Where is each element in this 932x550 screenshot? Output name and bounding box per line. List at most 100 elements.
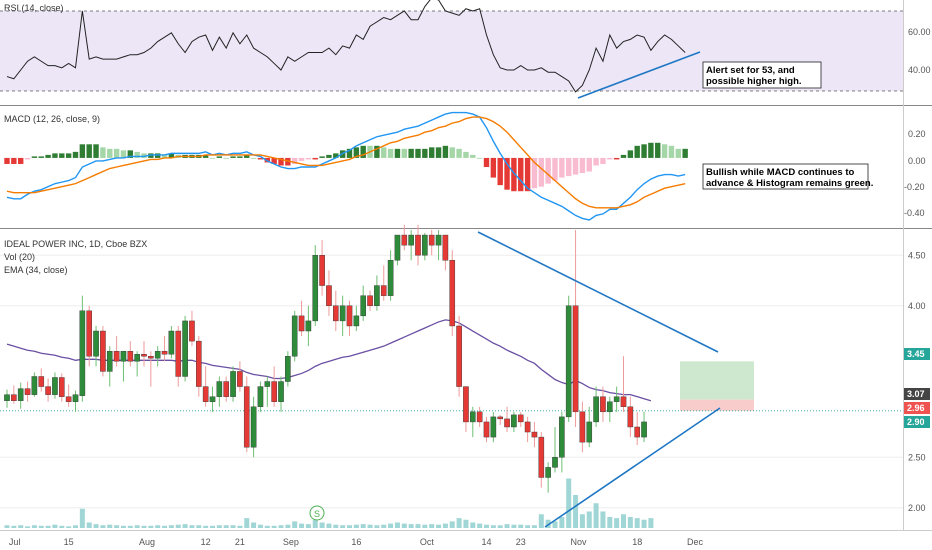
candle-body <box>38 376 45 387</box>
macd-histogram-bar <box>641 144 647 158</box>
volume-bar <box>531 525 537 528</box>
volume-bar <box>484 524 489 528</box>
macd-histogram-bar <box>627 150 634 158</box>
macd-histogram-bar <box>429 147 435 158</box>
macd-histogram-bar <box>271 157 277 164</box>
macd-histogram-bar <box>504 157 510 190</box>
macd-histogram-bar <box>572 157 579 175</box>
price-tag-label: 3.07 <box>907 389 925 399</box>
candle-body <box>504 418 510 428</box>
macd-histogram-bar <box>675 148 681 158</box>
candle-body <box>607 401 613 413</box>
volume-bar <box>408 524 414 528</box>
macd-histogram-bar <box>292 157 298 164</box>
price-tags: 3.45 3.07 2.96 2.90 <box>904 348 930 428</box>
volume-bar <box>614 518 620 528</box>
volume-bar <box>230 525 236 528</box>
macd-histogram-bar <box>65 153 72 158</box>
volume-bar <box>388 523 394 528</box>
volume-bar <box>120 525 126 528</box>
volume-bar <box>18 525 24 528</box>
macd-histogram-bar <box>38 156 44 158</box>
price-tick-label: 2.50 <box>908 452 926 462</box>
macd-lines-group <box>6 111 686 221</box>
volume-bar <box>621 514 626 528</box>
rsi-annotation-text: Alert set for 53, and possible higher hig… <box>706 65 802 87</box>
volume-bar <box>203 525 209 528</box>
macd-histogram-bar <box>161 154 168 158</box>
volume-bar <box>237 525 243 528</box>
price-pane: S IDEAL POWER INC, 1D, Cboe BZX Vol (20)… <box>0 51 930 528</box>
candle-body <box>264 381 271 387</box>
candle-body <box>202 386 209 402</box>
volume-bar <box>394 522 400 528</box>
volume-bar <box>210 525 215 528</box>
macd-histogram-bar <box>209 157 216 159</box>
volume-bar <box>182 524 188 528</box>
macd-histogram-bar <box>305 157 312 160</box>
candle-body <box>141 354 147 357</box>
volume-bar <box>525 525 531 528</box>
macd-histogram-bar <box>538 157 544 187</box>
volume-bar <box>326 523 332 528</box>
macd-histogram-bar <box>552 157 558 181</box>
price-tag-bg <box>904 388 930 400</box>
candle-body <box>161 351 168 355</box>
rsi-tick-40: 40.00 <box>908 65 931 75</box>
volume-bar <box>559 517 565 528</box>
volume-bar <box>579 514 585 528</box>
macd-histogram-bar <box>45 154 51 158</box>
candle-body <box>449 260 456 327</box>
macd-annotation-box: Bullish while MACD continues to advance &… <box>702 163 873 190</box>
macd-histogram-bar <box>24 157 31 160</box>
volume-bar <box>490 525 496 528</box>
candle-body <box>490 416 497 438</box>
volume-bar <box>340 525 346 528</box>
volume-bar <box>127 525 133 528</box>
macd-histogram-bar <box>312 157 318 160</box>
volume-bar <box>223 525 229 528</box>
macd-annotation-text: Bullish while MACD continues to advance &… <box>706 167 873 189</box>
candle-body <box>59 377 65 397</box>
macd-histogram-bar <box>634 145 640 158</box>
candle-body <box>586 421 593 443</box>
volume-bar <box>319 522 325 528</box>
macd-histogram-bar <box>470 154 476 158</box>
volume-bar <box>504 524 510 528</box>
macd-histogram-bar <box>100 147 106 158</box>
macd-histogram-bar <box>285 157 291 166</box>
volume-bar <box>292 521 298 528</box>
candle-body <box>100 330 106 372</box>
volume-bar <box>114 525 120 528</box>
volume-bar <box>415 524 421 528</box>
candle-body <box>442 234 449 261</box>
macd-histogram-bar <box>483 157 490 167</box>
candle-body <box>346 305 353 327</box>
candles-group <box>4 224 647 493</box>
macd-histogram-bar <box>93 144 99 158</box>
macd-histogram-bar <box>353 147 360 158</box>
candle-body <box>79 310 86 396</box>
volume-bar <box>648 518 654 528</box>
macd-histogram-bar <box>497 157 503 186</box>
volume-bar <box>497 525 503 528</box>
time-tick-label: 21 <box>235 537 245 547</box>
candle-body <box>72 394 79 402</box>
volume-bar <box>25 526 31 528</box>
candle-body <box>168 330 175 355</box>
volume-bar <box>141 525 147 528</box>
macd-histogram-bar <box>545 157 551 184</box>
volume-bar <box>73 525 78 528</box>
macd-histogram-bar <box>278 157 284 166</box>
macd-tick-0.00: 0.00 <box>908 156 926 166</box>
volume-bar <box>305 524 311 528</box>
time-tick-label: 18 <box>632 537 642 547</box>
candle-body <box>278 381 284 402</box>
candle-body <box>613 396 620 402</box>
macd-histogram-bar <box>566 157 572 177</box>
volume-bar <box>333 524 339 528</box>
price-tick-label: 4.00 <box>908 301 926 311</box>
candle-body <box>476 411 483 423</box>
candle-body <box>86 310 92 357</box>
macd-histogram-bar <box>360 145 366 158</box>
